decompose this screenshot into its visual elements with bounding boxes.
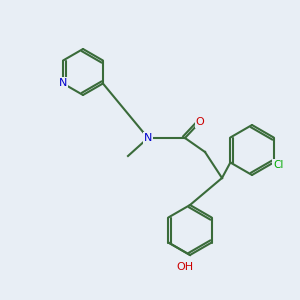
Text: N: N bbox=[144, 133, 152, 143]
Text: Cl: Cl bbox=[274, 160, 284, 170]
Text: OH: OH bbox=[176, 262, 194, 272]
Text: O: O bbox=[196, 117, 204, 127]
Text: N: N bbox=[59, 79, 67, 88]
